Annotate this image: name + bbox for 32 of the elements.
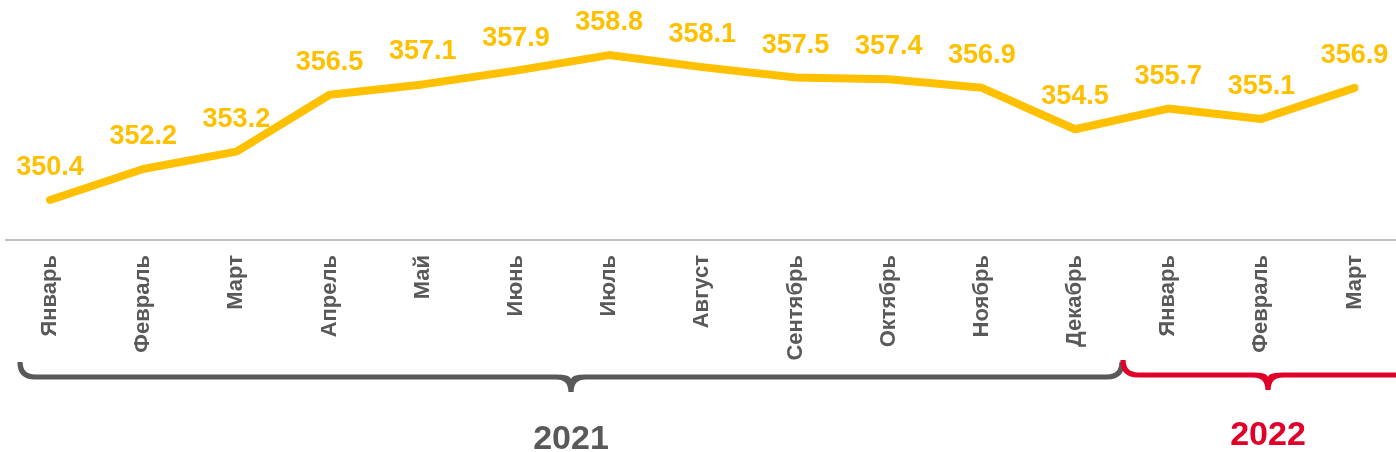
x-tick-label: Март [1340, 254, 1366, 310]
x-tick-label: Октябрь [874, 255, 900, 348]
x-tick-label: Ноябрь [967, 255, 993, 338]
x-tick-label: Февраль [129, 255, 155, 353]
data-label: 358.8 [575, 6, 643, 37]
data-label: 356.9 [948, 38, 1016, 69]
data-label: 357.4 [854, 30, 923, 61]
x-tick-label: Июнь [501, 255, 527, 317]
data-label: 352.2 [109, 119, 177, 150]
data-label: 358.1 [668, 18, 737, 49]
data-label: 350.4 [16, 151, 84, 181]
x-tick-label: Май [408, 255, 434, 300]
data-label: 355.7 [1134, 59, 1203, 90]
x-tick-label: Январь [1154, 255, 1180, 337]
data-label: 357.9 [482, 21, 550, 52]
x-tick-label: Декабрь [1061, 255, 1087, 347]
data-label: 355.1 [1227, 69, 1296, 100]
data-label: 356.9 [1320, 38, 1389, 69]
data-label: 353.2 [202, 102, 271, 133]
data-label: 357.1 [388, 35, 457, 66]
x-tick-label: Январь [36, 255, 62, 337]
x-tick-label: Апрель [315, 255, 341, 338]
x-tick-label: Июль [595, 255, 621, 317]
x-tick-label: Март [222, 254, 248, 310]
text: 2021 [533, 418, 609, 452]
data-label: 354.5 [1041, 80, 1109, 111]
data-label: 356.5 [295, 45, 364, 76]
x-tick-label: Февраль [1247, 255, 1273, 353]
x-tick-label: Август [688, 254, 714, 329]
text: 2022 [1230, 414, 1306, 452]
data-label: 357.5 [761, 28, 830, 59]
x-tick-label: Сентябрь [781, 255, 807, 361]
